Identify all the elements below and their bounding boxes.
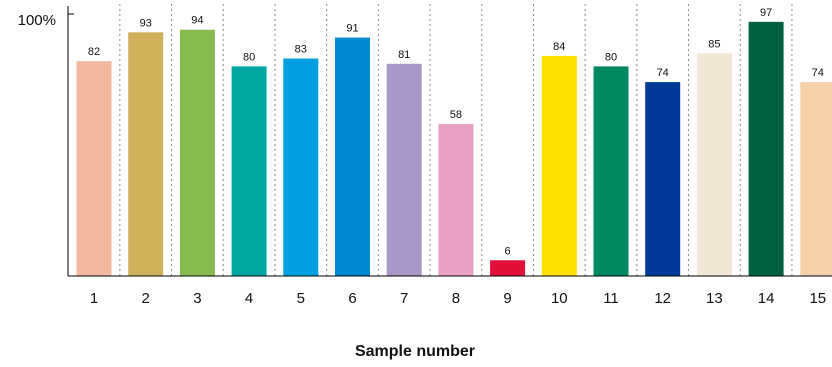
- x-tick-label-12: 12: [654, 290, 671, 307]
- data-label-sample-3: 94: [191, 15, 203, 27]
- x-tick-label-9: 9: [503, 290, 511, 307]
- data-label-sample-6: 91: [346, 23, 358, 35]
- x-tick-label-2: 2: [142, 290, 150, 307]
- data-label-sample-9: 6: [505, 245, 511, 257]
- data-label-sample-13: 85: [708, 38, 720, 50]
- data-label-sample-8: 58: [450, 109, 462, 121]
- x-axis-label: Sample number: [355, 343, 475, 360]
- x-tick-label-15: 15: [809, 290, 826, 307]
- x-tick-label-5: 5: [297, 290, 305, 307]
- bar-sample-2: [128, 32, 163, 276]
- x-tick-label-4: 4: [245, 290, 253, 307]
- bar-sample-14: [749, 22, 784, 276]
- x-tick-label-6: 6: [348, 290, 356, 307]
- data-label-sample-2: 93: [140, 17, 152, 29]
- data-label-sample-14: 97: [760, 7, 772, 19]
- x-tick-label-7: 7: [400, 290, 408, 307]
- bar-sample-5: [283, 59, 318, 276]
- x-tick-label-11: 11: [603, 290, 619, 307]
- bar-sample-11: [594, 66, 629, 276]
- bar-sample-9: [490, 260, 525, 276]
- data-label-sample-4: 80: [243, 51, 255, 63]
- x-tick-label-1: 1: [90, 290, 98, 307]
- bar-sample-13: [697, 53, 732, 276]
- data-label-sample-1: 82: [88, 46, 100, 58]
- y-tick-label-100: 100%: [18, 12, 56, 29]
- data-label-sample-15: 74: [812, 67, 824, 79]
- bar-sample-6: [335, 38, 370, 276]
- data-label-sample-5: 83: [295, 44, 307, 56]
- x-tick-label-14: 14: [758, 290, 775, 307]
- data-label-sample-7: 81: [398, 49, 410, 61]
- data-label-sample-10: 84: [553, 41, 565, 53]
- bar-sample-3: [180, 30, 215, 276]
- bar-sample-12: [645, 82, 680, 276]
- bar-sample-1: [77, 61, 112, 276]
- data-label-sample-11: 80: [605, 51, 617, 63]
- x-tick-label-8: 8: [452, 290, 460, 307]
- bar-sample-4: [232, 66, 267, 276]
- bar-sample-7: [387, 64, 422, 276]
- data-label-sample-12: 74: [657, 67, 669, 79]
- bars-group: [77, 22, 832, 276]
- bar-sample-10: [542, 56, 577, 276]
- x-tick-label-10: 10: [551, 290, 568, 307]
- x-tick-label-13: 13: [706, 290, 723, 307]
- x-tick-label-3: 3: [193, 290, 201, 307]
- bar-sample-8: [438, 124, 473, 276]
- bar-sample-15: [800, 82, 832, 276]
